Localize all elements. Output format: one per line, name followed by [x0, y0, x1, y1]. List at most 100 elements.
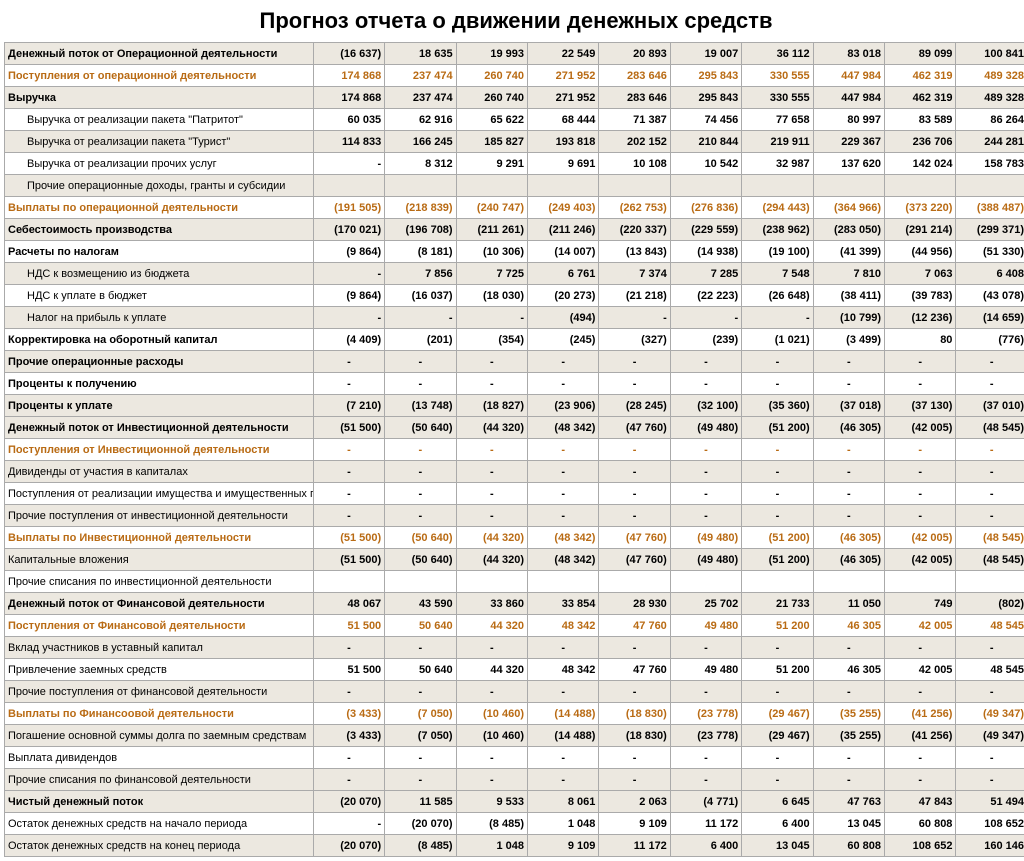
- cell: (8 485): [385, 835, 456, 857]
- cell: -: [385, 747, 456, 769]
- cell: (291 214): [885, 219, 956, 241]
- row-label: Денежный поток от Инвестиционной деятель…: [5, 417, 314, 439]
- cell: -: [385, 769, 456, 791]
- table-row: Поступления от операционной деятельности…: [5, 65, 1024, 87]
- cell: -: [813, 483, 884, 505]
- cell: 48 342: [528, 659, 599, 681]
- cell: (29 467): [742, 725, 813, 747]
- row-label: Выплаты по Инвестиционной деятельности: [5, 527, 314, 549]
- cell: 32 987: [742, 153, 813, 175]
- cell: 50 640: [385, 659, 456, 681]
- table-row: Выплаты по Финансоовой деятельности(3 43…: [5, 703, 1024, 725]
- cell: -: [313, 153, 384, 175]
- cell: (21 218): [599, 285, 670, 307]
- cell: -: [313, 747, 384, 769]
- row-label: Выручка от реализации пакета "Патритот": [5, 109, 314, 131]
- cell: (13 748): [385, 395, 456, 417]
- cell: (41 256): [885, 703, 956, 725]
- row-label: Выручка от реализации прочих услуг: [5, 153, 314, 175]
- cell: -: [313, 637, 384, 659]
- cell: (170 021): [313, 219, 384, 241]
- cell: 49 480: [670, 659, 741, 681]
- cell: 9 691: [528, 153, 599, 175]
- table-row: Капитальные вложения(51 500)(50 640)(44 …: [5, 549, 1024, 571]
- cell: (41 399): [813, 241, 884, 263]
- cell: 489 328: [956, 87, 1024, 109]
- cell: (4 771): [670, 791, 741, 813]
- cell: -: [742, 681, 813, 703]
- cell: (42 005): [885, 527, 956, 549]
- cell: 13 045: [742, 835, 813, 857]
- cell: (18 827): [456, 395, 527, 417]
- cell: (20 070): [385, 813, 456, 835]
- cell: -: [599, 747, 670, 769]
- cell: 271 952: [528, 87, 599, 109]
- cell: 89 099: [885, 43, 956, 65]
- cell: (48 342): [528, 549, 599, 571]
- cell: (51 200): [742, 417, 813, 439]
- cell: (7 050): [385, 725, 456, 747]
- table-row: Прочие поступления от инвестиционной дея…: [5, 505, 1024, 527]
- cell: 60 808: [813, 835, 884, 857]
- cell: (20 070): [313, 791, 384, 813]
- cell: 229 367: [813, 131, 884, 153]
- cell: 283 646: [599, 65, 670, 87]
- cell: 20 893: [599, 43, 670, 65]
- cell: -: [885, 681, 956, 703]
- page-title: Прогноз отчета о движении денежных средс…: [4, 8, 1024, 34]
- table-row: Выплаты по операционной деятельности(191…: [5, 197, 1024, 219]
- cell: -: [670, 637, 741, 659]
- cell: 7 374: [599, 263, 670, 285]
- cell: 9 109: [599, 813, 670, 835]
- cell: [813, 571, 884, 593]
- cell: 6 400: [742, 813, 813, 835]
- cell: (49 347): [956, 703, 1024, 725]
- cell: (48 342): [528, 527, 599, 549]
- cell: [456, 175, 527, 197]
- table-row: Выручка от реализации пакета "Патритот"6…: [5, 109, 1024, 131]
- table-row: Налог на прибыль к уплате---(494)---(10 …: [5, 307, 1024, 329]
- cell: 68 444: [528, 109, 599, 131]
- cell: -: [813, 461, 884, 483]
- cell: -: [813, 373, 884, 395]
- cell: 48 342: [528, 615, 599, 637]
- cell: (3 499): [813, 329, 884, 351]
- cell: 7 856: [385, 263, 456, 285]
- cell: (494): [528, 307, 599, 329]
- cell: -: [885, 637, 956, 659]
- cell: [456, 571, 527, 593]
- cell: -: [742, 483, 813, 505]
- cell: 47 760: [599, 615, 670, 637]
- table-row: Прочие операционные расходы----------: [5, 351, 1024, 373]
- cell: -: [528, 769, 599, 791]
- cell: (37 130): [885, 395, 956, 417]
- cell: (50 640): [385, 417, 456, 439]
- cell: (44 956): [885, 241, 956, 263]
- cell: 49 480: [670, 615, 741, 637]
- cell: 10 542: [670, 153, 741, 175]
- cell: (47 760): [599, 549, 670, 571]
- cell: 44 320: [456, 659, 527, 681]
- cell: [313, 571, 384, 593]
- cell: 330 555: [742, 65, 813, 87]
- cell: 237 474: [385, 87, 456, 109]
- table-row: Расчеты по налогам(9 864)(8 181)(10 306)…: [5, 241, 1024, 263]
- cell: [885, 571, 956, 593]
- cell: -: [813, 505, 884, 527]
- cell: 11 172: [670, 813, 741, 835]
- cell: (49 480): [670, 417, 741, 439]
- cell: -: [456, 747, 527, 769]
- table-row: Поступления от Инвестиционной деятельнос…: [5, 439, 1024, 461]
- cell: (23 778): [670, 725, 741, 747]
- cell: -: [956, 637, 1024, 659]
- cell: -: [956, 681, 1024, 703]
- cell: 749: [885, 593, 956, 615]
- cell: 210 844: [670, 131, 741, 153]
- cell: -: [599, 461, 670, 483]
- cell: (3 433): [313, 725, 384, 747]
- cell: -: [742, 439, 813, 461]
- cell: 185 827: [456, 131, 527, 153]
- cell: (48 545): [956, 527, 1024, 549]
- cell: 60 035: [313, 109, 384, 131]
- cell: (10 306): [456, 241, 527, 263]
